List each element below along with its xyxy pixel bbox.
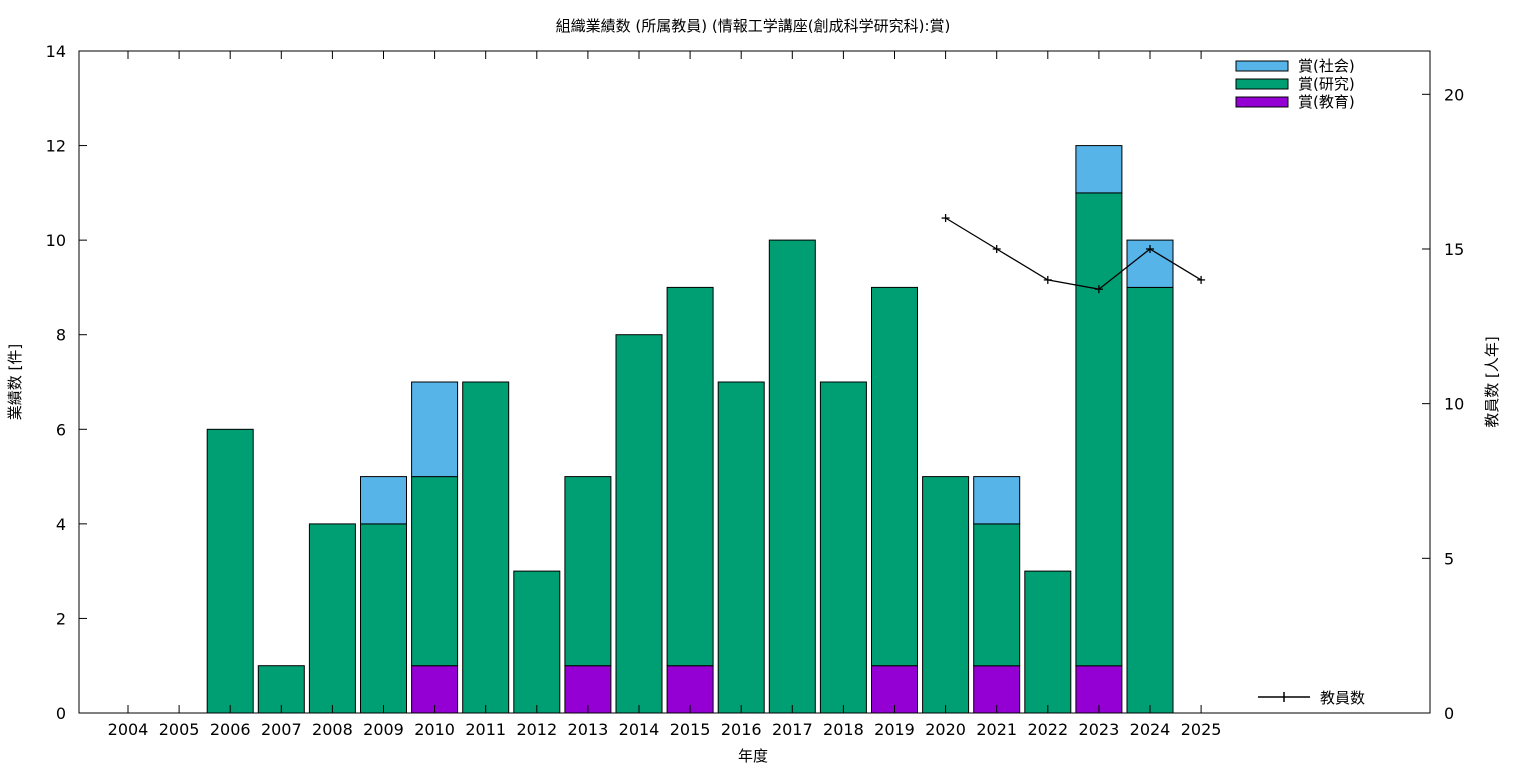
bar-2019-series-1 <box>871 286 918 667</box>
bar-2014-series-1 <box>615 334 663 714</box>
legend-label-research: 賞(研究) <box>1298 75 1355 93</box>
y-tick-label-8: 8 <box>56 326 66 345</box>
bar-2012-series-1 <box>513 570 561 714</box>
bar-2020-series-1 <box>922 476 970 714</box>
x-tick-label-2006: 2006 <box>210 720 251 739</box>
y-axis-label: 業績数 [件] <box>6 344 24 420</box>
y2-tick-label-15: 15 <box>1444 240 1464 259</box>
chart-title: 組織業績数 (所属教員) (情報工学講座(創成科学研究科):賞) <box>556 17 951 35</box>
x-tick-label-2025: 2025 <box>1181 720 1222 739</box>
faculty-point-2021 <box>992 244 1001 253</box>
x-tick-label-2010: 2010 <box>414 720 455 739</box>
bar-2011-series-1 <box>462 381 510 714</box>
bar-2006-series-1 <box>206 428 254 714</box>
y2-axis-label: 教員数 [人年] <box>1483 336 1501 427</box>
y-axis-ticks: 0 2 4 6 8 10 12 14 <box>46 42 87 723</box>
faculty-point-2025 <box>1197 275 1206 284</box>
y-tick-label-6: 6 <box>56 420 66 439</box>
x-tick-label-2011: 2011 <box>465 720 506 739</box>
bar-2023-series-1 <box>1075 192 1123 667</box>
bar-2023-series-2 <box>1075 145 1123 194</box>
faculty-line <box>945 217 1202 290</box>
x-tick-label-2015: 2015 <box>670 720 711 739</box>
bar-2009-series-1 <box>360 523 407 714</box>
x-tick-label-2012: 2012 <box>516 720 557 739</box>
bar-2017-series-1 <box>768 239 816 714</box>
y-tick-label-2: 2 <box>56 609 66 628</box>
legend-label-education: 賞(教育) <box>1298 93 1355 111</box>
bar-2013-series-1 <box>564 476 612 667</box>
legend-label-social: 賞(社会) <box>1298 57 1355 75</box>
bar-2010-series-1 <box>411 476 459 667</box>
y-tick-label-14: 14 <box>46 42 66 61</box>
x-tick-label-2013: 2013 <box>568 720 609 739</box>
y2-axis-ticks: 0 5 10 15 20 <box>1422 85 1464 723</box>
x-tick-label-2020: 2020 <box>925 720 966 739</box>
x-tick-label-2017: 2017 <box>772 720 813 739</box>
y-tick-label-10: 10 <box>46 231 66 250</box>
legend-swatch-research <box>1235 78 1289 90</box>
y-tick-label-0: 0 <box>56 704 66 723</box>
bar-2021-series-1 <box>973 523 1021 667</box>
legend: 賞(社会) 賞(研究) 賞(教育) 教員数 <box>1235 57 1365 707</box>
bar-2009-series-2 <box>360 476 407 525</box>
x-tick-label-2019: 2019 <box>874 720 915 739</box>
bar-2024-series-1 <box>1126 286 1174 714</box>
x-tick-label-2005: 2005 <box>159 720 200 739</box>
bar-2022-series-1 <box>1024 570 1072 714</box>
y2-tick-label-0: 0 <box>1444 704 1454 723</box>
line-series-group <box>941 214 1206 294</box>
legend-swatch-social <box>1235 60 1289 72</box>
x-tick-label-2022: 2022 <box>1027 720 1068 739</box>
bar-2018-series-1 <box>819 381 867 714</box>
faculty-point-2020 <box>941 214 950 223</box>
x-tick-label-2023: 2023 <box>1079 720 1120 739</box>
y2-tick-label-5: 5 <box>1444 549 1454 568</box>
y2-tick-label-10: 10 <box>1444 395 1464 414</box>
x-tick-label-2016: 2016 <box>721 720 762 739</box>
x-tick-label-2008: 2008 <box>312 720 353 739</box>
x-tick-label-2024: 2024 <box>1130 720 1171 739</box>
y2-tick-label-20: 20 <box>1444 85 1464 104</box>
bar-2010-series-2 <box>411 381 459 478</box>
bar-group <box>206 145 1174 714</box>
bar-2015-series-1 <box>666 286 714 667</box>
x-axis-ticks: 2004 2005 2006 2007 2008 2009 2010 2011 2012 2013… <box>108 51 1222 739</box>
faculty-point-2022 <box>1043 275 1052 284</box>
x-tick-label-2018: 2018 <box>823 720 864 739</box>
bar-2021-series-2 <box>973 476 1021 525</box>
faculty-point-2023 <box>1094 285 1103 294</box>
bar-2008-series-1 <box>308 523 356 714</box>
x-tick-label-2014: 2014 <box>619 720 660 739</box>
bar-2016-series-1 <box>717 381 765 714</box>
legend-swatch-education <box>1235 96 1289 108</box>
y-tick-label-12: 12 <box>46 137 66 156</box>
x-tick-label-2009: 2009 <box>363 720 404 739</box>
faculty-point-2024 <box>1146 244 1154 253</box>
x-tick-label-2004: 2004 <box>108 720 149 739</box>
x-axis-label: 年度 <box>738 747 768 765</box>
y-tick-label-4: 4 <box>56 515 66 534</box>
plot-frame <box>78 50 1431 714</box>
legend-label-faculty: 教員数 <box>1320 689 1365 707</box>
x-tick-label-2021: 2021 <box>976 720 1017 739</box>
x-tick-label-2007: 2007 <box>261 720 302 739</box>
